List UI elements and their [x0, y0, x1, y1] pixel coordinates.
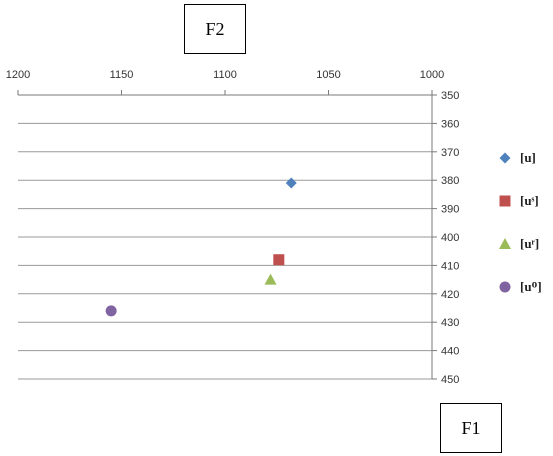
y-tick-label: 380	[441, 175, 459, 187]
x-tick-label: 1050	[316, 69, 340, 81]
y-axis-title: F1	[440, 403, 502, 453]
legend-label: [uʳ]	[520, 236, 539, 251]
y-tick-label: 400	[441, 232, 459, 244]
y-tick-label: 350	[441, 90, 459, 102]
axes	[17, 90, 437, 380]
y-tick-label: 430	[441, 317, 459, 329]
legend-marker-square	[499, 195, 511, 207]
y-tick-label: 450	[441, 374, 459, 386]
y-tick-label: 440	[441, 346, 459, 358]
y-tick-labels: 350 360 370 380 390 400 410 420 430 440 450	[441, 90, 459, 386]
x-axis-title: F2	[184, 4, 246, 54]
legend-marker-triangle	[499, 238, 511, 249]
legend: [u] [uˢ] [uʳ] [uᴼ]	[499, 150, 542, 294]
x-tick-label: 1200	[6, 69, 30, 81]
legend-label: [uᴼ]	[520, 279, 542, 294]
y-tick-label: 420	[441, 289, 459, 301]
gridlines	[18, 94, 432, 380]
y-tick-label: 410	[441, 260, 459, 272]
y-tick-label: 360	[441, 118, 459, 130]
y-tick-label: 390	[441, 204, 459, 216]
legend-marker-diamond	[499, 152, 511, 164]
x-tick-label: 1000	[420, 69, 444, 81]
x-tick-labels: 1200 1150 1100 1050 1000	[6, 69, 444, 81]
legend-marker-circle	[499, 281, 511, 293]
x-tick-label: 1100	[213, 69, 237, 81]
data-point-triangle	[264, 273, 277, 285]
y-tick-label: 370	[441, 147, 459, 159]
data-point-circle	[105, 305, 117, 317]
data-points	[105, 177, 297, 317]
data-point-square	[273, 254, 285, 266]
data-point-diamond	[285, 177, 297, 189]
legend-label: [uˢ]	[520, 193, 539, 208]
legend-label: [u]	[520, 150, 536, 165]
x-tick-label: 1150	[110, 69, 134, 81]
